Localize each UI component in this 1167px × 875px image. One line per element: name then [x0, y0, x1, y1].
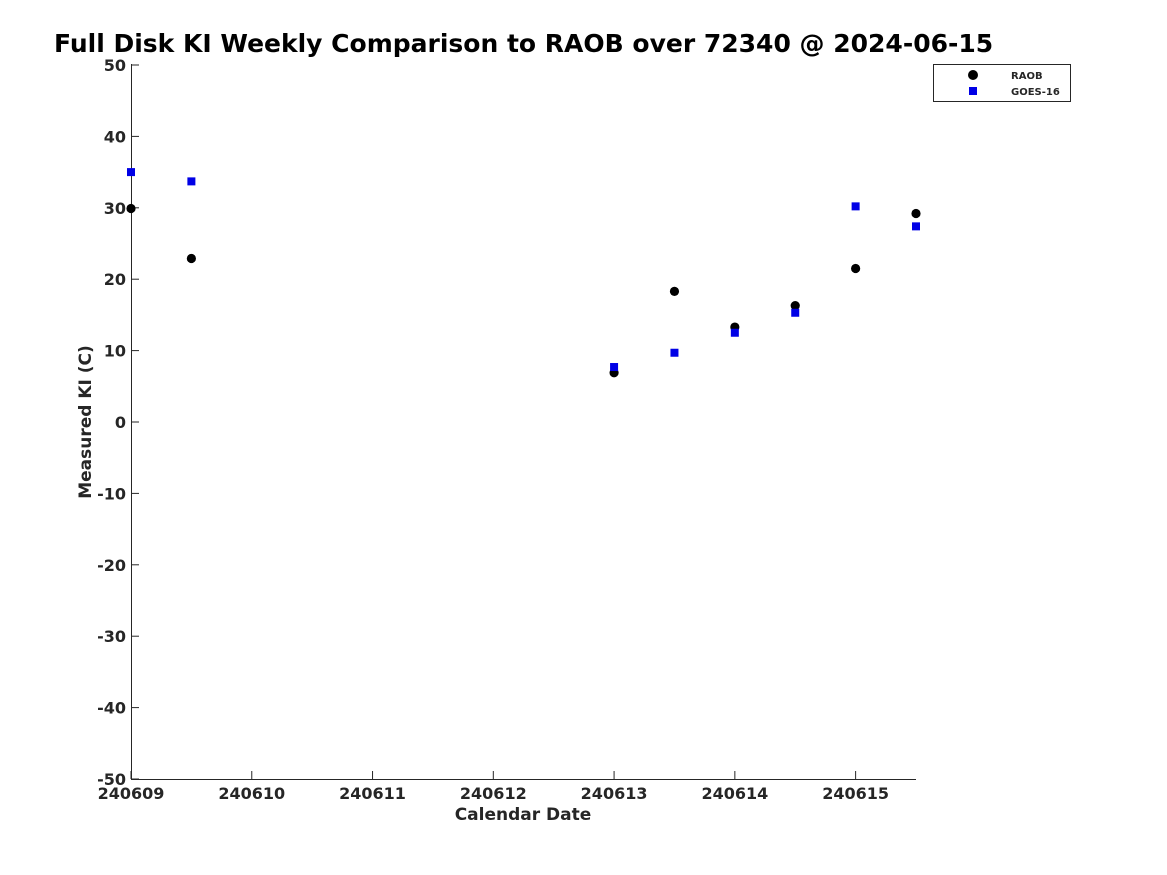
- x-tick-label: 240614: [701, 784, 768, 803]
- raob-point: [851, 263, 861, 274]
- x-tick-label: 240609: [98, 784, 165, 803]
- y-tick-label: -50: [97, 770, 126, 789]
- y-tick-label: -40: [97, 699, 126, 718]
- goes-16-point: [127, 168, 135, 177]
- raob-point: [790, 301, 800, 311]
- raob-point: [669, 286, 680, 296]
- x-tick-label: 240611: [339, 784, 406, 803]
- legend-raob-marker: [968, 70, 978, 80]
- x-tick-label: 240613: [581, 784, 648, 803]
- legend: RAOB GOES-16: [933, 64, 1071, 102]
- x-tick-label: 240612: [460, 784, 527, 803]
- goes-16-point: [670, 348, 679, 357]
- x-tick-label: 240610: [218, 784, 285, 803]
- y-tick-label: 0: [115, 413, 126, 432]
- legend-raob-label: RAOB: [1011, 71, 1043, 82]
- goes-16-point: [791, 308, 800, 317]
- raob-point: [186, 253, 196, 264]
- y-tick-label: -20: [97, 556, 126, 575]
- goes-16-point: [912, 222, 920, 231]
- y-tick-label: 30: [104, 199, 126, 218]
- goes-16-point: [851, 202, 860, 211]
- x-ticks: 240609 240610 240611 240612 240613 240614 2406…: [98, 771, 889, 803]
- goes-16-point: [730, 328, 739, 337]
- raob-point: [911, 208, 921, 219]
- data-points: [126, 168, 921, 378]
- y-tick-label: -10: [97, 484, 126, 503]
- legend-goes-16-marker: [969, 87, 977, 95]
- legend-goes-16-label: GOES-16: [1011, 87, 1060, 98]
- legend-box: [933, 64, 1071, 102]
- x-axis-label: Calendar Date: [455, 805, 592, 825]
- x-tick-label: 240615: [822, 784, 889, 803]
- y-ticks: -50 -40 -30 -20 -10 0 10 20 30 40 50: [97, 56, 139, 789]
- goes-16-point: [187, 177, 196, 186]
- goes-16-point: [610, 363, 619, 372]
- y-tick-label: 50: [104, 56, 126, 75]
- y-tick-label: 10: [104, 342, 126, 361]
- y-tick-label: 20: [104, 270, 126, 289]
- legend-items: RAOB GOES-16: [968, 70, 1060, 98]
- chart-title: Full Disk KI Weekly Comparison to RAOB o…: [54, 29, 993, 58]
- raob-point: [126, 203, 136, 214]
- y-tick-label: 40: [104, 127, 126, 146]
- y-axis-label: Measured KI (C): [76, 345, 96, 499]
- y-tick-label: -30: [97, 627, 126, 646]
